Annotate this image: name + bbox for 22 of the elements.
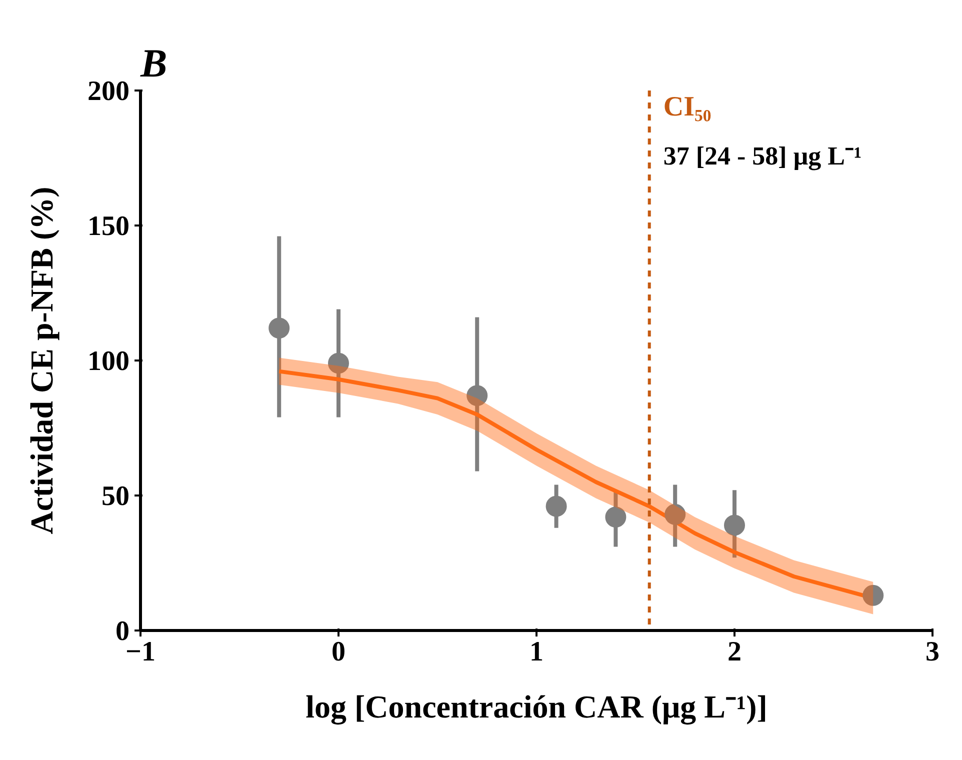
chart-title: B: [140, 40, 168, 86]
x-tick-label: 3: [926, 636, 940, 668]
y-tick-label: 50: [102, 481, 130, 512]
x-axis-title: log [Concentración CAR (μg L⁻¹)]: [306, 688, 768, 726]
x-tick-label: 2: [728, 636, 742, 668]
point: [546, 496, 567, 517]
y-tick-label: 100: [88, 346, 130, 377]
annotation: 37 [24 - 58] μg L⁻¹: [663, 142, 862, 170]
point: [605, 506, 626, 528]
y-tick-label: 200: [88, 76, 130, 107]
point: [328, 352, 349, 374]
y-tick-label: 0: [116, 616, 130, 647]
point: [664, 504, 686, 525]
point: [466, 385, 488, 406]
y-tick-label: 150: [88, 211, 130, 242]
point: [268, 318, 290, 339]
x-tick-label: 0: [332, 636, 346, 668]
point: [724, 514, 745, 536]
y-axis-title: Actividad CE p-NFB (%): [24, 186, 60, 534]
ref-line-label: CI₅₀: [663, 92, 712, 122]
x-tick-label: 1: [530, 636, 544, 668]
point: [862, 584, 884, 606]
